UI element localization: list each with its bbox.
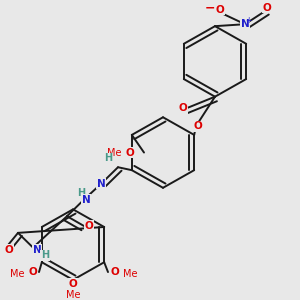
Text: N: N: [241, 19, 249, 29]
Text: H: H: [41, 250, 49, 260]
Text: Me: Me: [10, 269, 24, 279]
Text: H: H: [104, 153, 112, 164]
Text: O: O: [69, 279, 77, 289]
Text: +: +: [245, 16, 251, 25]
Text: O: O: [4, 244, 14, 254]
Text: H: H: [77, 188, 85, 198]
Text: O: O: [216, 4, 224, 14]
Text: −: −: [205, 1, 215, 14]
Text: N: N: [33, 244, 41, 254]
Text: O: O: [178, 103, 188, 113]
Text: Me: Me: [107, 148, 121, 158]
Text: N: N: [97, 179, 105, 189]
Text: N: N: [82, 195, 90, 205]
Text: O: O: [194, 121, 202, 131]
Text: O: O: [111, 267, 119, 277]
Text: O: O: [126, 148, 134, 158]
Text: Me: Me: [66, 290, 80, 300]
Text: Me: Me: [123, 269, 137, 279]
Text: O: O: [262, 2, 272, 13]
Text: O: O: [85, 221, 93, 231]
Text: O: O: [28, 267, 38, 277]
